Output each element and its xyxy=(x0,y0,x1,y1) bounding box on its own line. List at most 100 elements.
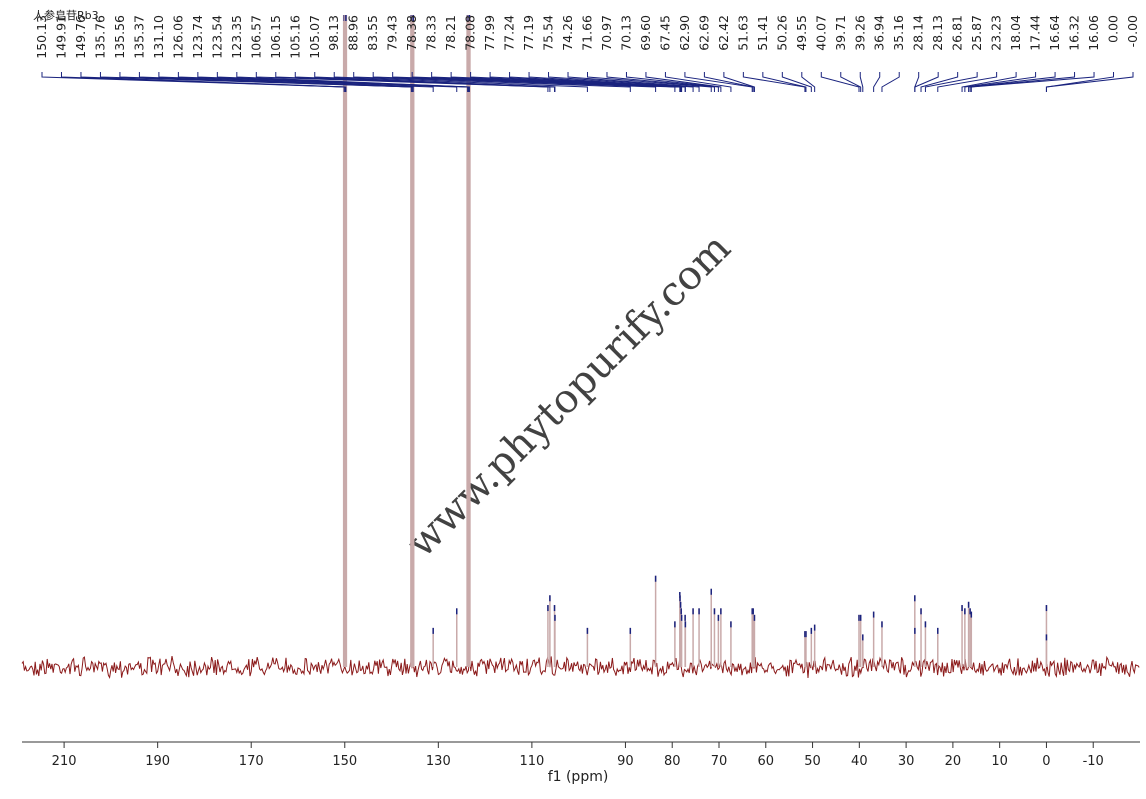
peak-label: 105.07 xyxy=(307,15,322,59)
peak-label: 135.37 xyxy=(131,15,146,59)
x-axis-label: f1 (ppm) xyxy=(548,769,609,785)
x-tick-label: 80 xyxy=(664,754,681,769)
peak-label: 28.14 xyxy=(911,15,926,51)
peak-connector xyxy=(873,72,881,92)
peak-connector xyxy=(567,72,700,92)
peak-label: 36.94 xyxy=(872,15,887,51)
peak-connector xyxy=(723,72,755,92)
x-tick-label: 60 xyxy=(758,754,775,769)
peak-label: 123.54 xyxy=(209,15,224,59)
peak-label: 16.06 xyxy=(1086,15,1101,51)
peak-connector xyxy=(937,72,998,92)
peak-connector xyxy=(177,72,458,92)
peak-connector xyxy=(158,72,434,92)
peak-label: 123.74 xyxy=(190,15,205,59)
peak-connector xyxy=(236,72,470,92)
peak-label: 131.10 xyxy=(151,15,166,59)
peak-connector xyxy=(961,72,1017,92)
peak-label: 18.04 xyxy=(1008,15,1023,51)
peak-connector xyxy=(548,72,694,92)
peak-connector xyxy=(372,72,657,92)
peak-label: 39.26 xyxy=(852,15,867,51)
x-tick-label: 70 xyxy=(711,754,728,769)
peak-connector xyxy=(964,72,1037,92)
peak-label: 74.26 xyxy=(560,15,575,51)
peak-label: 51.41 xyxy=(755,15,770,51)
x-tick-label: 170 xyxy=(239,754,264,769)
peak-label: 62.42 xyxy=(716,15,731,51)
peak-connector xyxy=(970,72,1095,92)
chart-title: 人参皂苷Rb3 xyxy=(33,8,99,22)
peak-label: 70.13 xyxy=(618,15,633,51)
peak-label: 50.26 xyxy=(774,15,789,51)
peak-label: 28.13 xyxy=(930,15,945,51)
peak-connector xyxy=(914,72,939,92)
peak-label: 105.16 xyxy=(287,15,302,59)
peak-connector xyxy=(968,72,1056,92)
peak-connector xyxy=(138,72,414,92)
peak-label: 62.90 xyxy=(677,15,692,51)
peak-label: 49.55 xyxy=(794,15,809,51)
peak-connector xyxy=(333,72,588,92)
peak-label: 40.07 xyxy=(813,15,828,51)
peak-label: 71.66 xyxy=(580,15,595,51)
peak-connector xyxy=(762,72,807,92)
peak-connector xyxy=(801,72,816,92)
peak-connector xyxy=(645,72,722,92)
peak-label: 23.23 xyxy=(989,15,1004,51)
x-tick-label: 10 xyxy=(991,754,1008,769)
x-tick-label: 20 xyxy=(945,754,962,769)
peak-label: 98.13 xyxy=(326,15,341,51)
baseline-noise xyxy=(21,655,1140,680)
peak-connector xyxy=(314,72,556,92)
peak-label: 78.08 xyxy=(463,15,478,51)
peak-connector xyxy=(881,72,900,92)
peak-connector xyxy=(859,72,864,92)
peak-connector xyxy=(684,72,753,92)
x-tick-label: 50 xyxy=(804,754,821,769)
peak-label: 78.38 xyxy=(404,15,419,51)
peak-label: 17.44 xyxy=(1028,15,1043,51)
peak-label: 26.81 xyxy=(950,15,965,51)
peak-label: 16.32 xyxy=(1067,15,1082,51)
peak-label: -0.00 xyxy=(1125,15,1140,47)
peak-label: 67.45 xyxy=(657,15,672,51)
peak-connector xyxy=(742,72,806,92)
x-tick-label: 190 xyxy=(145,754,170,769)
peak-label: 75.54 xyxy=(541,15,556,51)
peak-label: 88.96 xyxy=(346,15,361,51)
peak-connector xyxy=(587,72,712,92)
x-tick-label: -10 xyxy=(1083,754,1104,769)
peak-label: 106.57 xyxy=(248,15,263,59)
peak-connector xyxy=(606,72,715,92)
x-tick-label: 90 xyxy=(617,754,634,769)
peak-label: 149.91 xyxy=(53,15,68,59)
peak-label: 70.97 xyxy=(599,15,614,51)
peak-label: 77.99 xyxy=(482,15,497,51)
peak-connector xyxy=(840,72,862,92)
x-tick-label: 130 xyxy=(426,754,451,769)
peak-label: 149.76 xyxy=(73,15,88,59)
peak-label: 16.64 xyxy=(1047,15,1062,51)
peak-label: 83.55 xyxy=(365,15,380,51)
peak-label: 69.60 xyxy=(638,15,653,51)
peak-label: 123.35 xyxy=(229,15,244,59)
peak-connector xyxy=(1045,72,1115,92)
peak-label: 79.43 xyxy=(385,15,400,51)
peak-label: 62.69 xyxy=(696,15,711,51)
peak-label: 51.63 xyxy=(735,15,750,51)
watermark: www.phytopurify.com xyxy=(398,225,740,567)
peak-label: 150.13 xyxy=(34,15,49,59)
peak-label: 78.33 xyxy=(424,15,439,51)
peak-label: 0.00 xyxy=(1106,15,1121,43)
peak-label: 39.71 xyxy=(833,15,848,51)
peak-label: 135.56 xyxy=(112,15,127,59)
peak-connector xyxy=(969,72,1076,92)
x-tick-label: 150 xyxy=(332,754,357,769)
peak-label: 78.21 xyxy=(443,15,458,51)
peak-connector xyxy=(703,72,754,92)
peak-connector xyxy=(664,72,732,92)
peak-label: 126.06 xyxy=(170,15,185,59)
x-tick-label: 110 xyxy=(519,754,544,769)
peak-label: 135.76 xyxy=(92,15,107,59)
